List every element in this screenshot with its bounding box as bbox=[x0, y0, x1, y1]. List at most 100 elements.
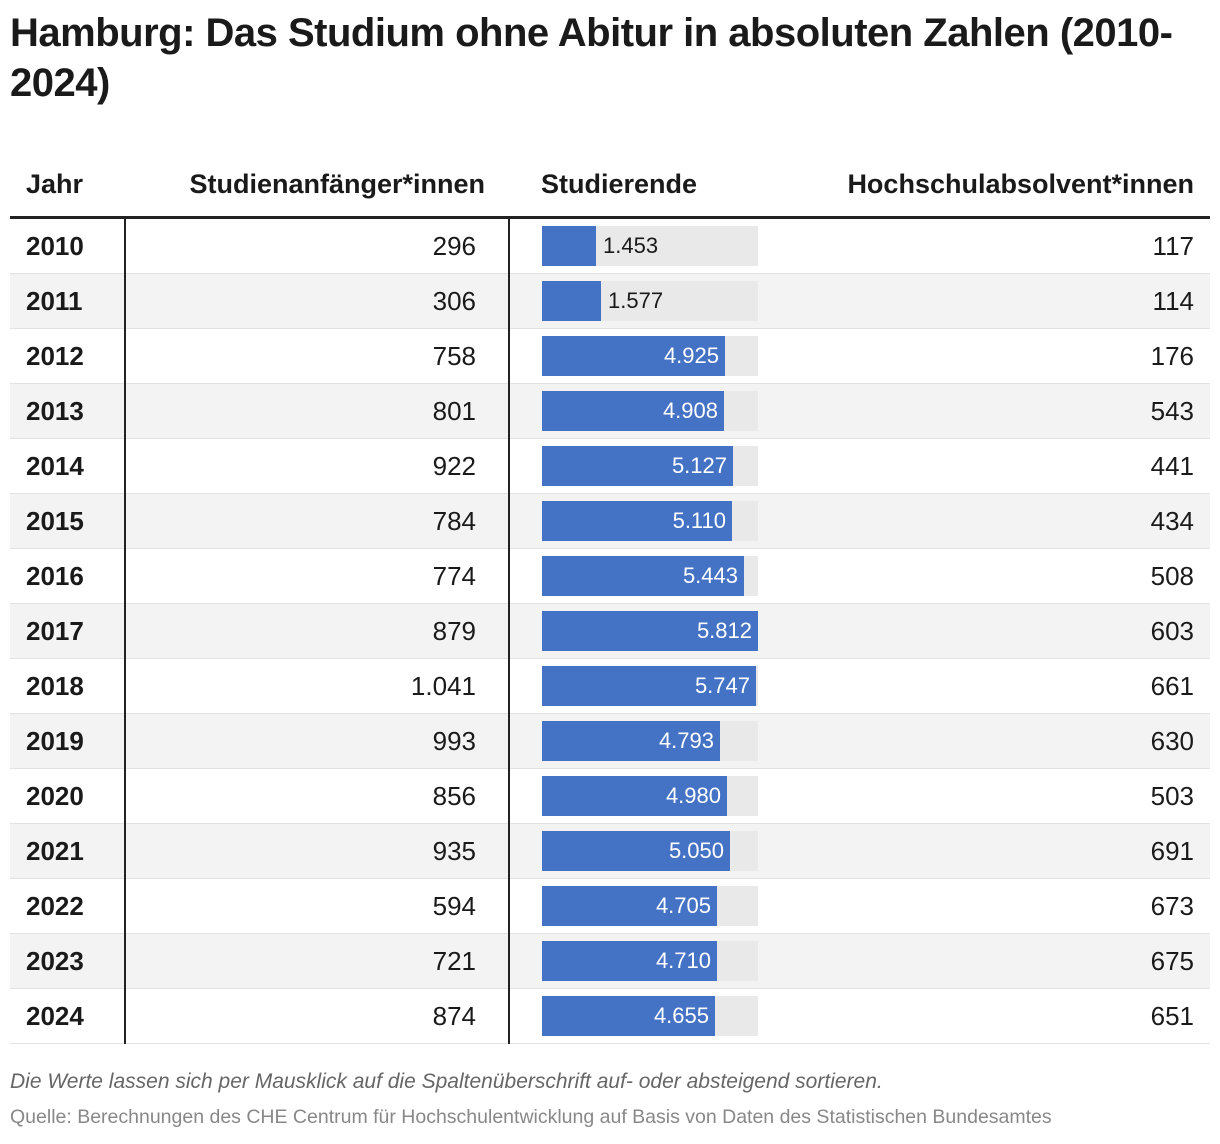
students-bar-label: 4.710 bbox=[655, 948, 711, 973]
students-bar bbox=[542, 611, 758, 651]
students-bar-track: 4.655 bbox=[542, 996, 758, 1036]
starters-cell: 758 bbox=[432, 341, 476, 371]
column-header-year[interactable]: Jahr bbox=[26, 169, 84, 199]
table-row: 2018 1.041 5.747 661 bbox=[10, 659, 1210, 714]
starters-cell: 935 bbox=[432, 836, 476, 866]
students-bar-label: 1.577 bbox=[608, 288, 664, 313]
students-bar bbox=[542, 556, 744, 596]
students-bar-label: 5.812 bbox=[696, 618, 752, 643]
students-bar-track: 4.710 bbox=[542, 941, 758, 981]
graduates-cell: 630 bbox=[1150, 726, 1194, 756]
students-bar bbox=[542, 446, 733, 486]
students-bar bbox=[542, 336, 725, 376]
students-bar-track: 5.127 bbox=[542, 446, 758, 486]
starters-cell: 594 bbox=[432, 891, 476, 921]
starters-cell: 721 bbox=[432, 946, 476, 976]
table-row: 2010 296 1.453 117 bbox=[10, 219, 1210, 274]
starters-cell: 874 bbox=[432, 1001, 476, 1031]
year-cell: 2014 bbox=[26, 451, 84, 481]
year-cell: 2011 bbox=[26, 286, 83, 316]
students-bar bbox=[542, 776, 727, 816]
column-divider-year bbox=[124, 219, 126, 1044]
students-bar-label: 5.747 bbox=[694, 673, 750, 698]
column-header-students[interactable]: Studierende bbox=[541, 169, 698, 199]
students-bar-label: 5.110 bbox=[672, 508, 726, 533]
students-bar-track: 5.443 bbox=[542, 556, 758, 596]
starters-cell: 1.041 bbox=[410, 671, 476, 701]
students-bar bbox=[542, 941, 717, 981]
graduates-cell: 691 bbox=[1150, 836, 1194, 866]
table-row: 2011 306 1.577 114 bbox=[10, 274, 1210, 329]
graduates-cell: 651 bbox=[1150, 1001, 1194, 1031]
graduates-cell: 543 bbox=[1150, 396, 1194, 426]
graduates-cell: 176 bbox=[1150, 341, 1194, 371]
year-cell: 2010 bbox=[26, 231, 84, 261]
table-row: 2012 758 4.925 176 bbox=[10, 329, 1210, 384]
students-bar bbox=[542, 501, 732, 541]
table-row: 2022 594 4.705 673 bbox=[10, 879, 1210, 934]
students-bar bbox=[542, 831, 730, 871]
students-bar-label: 5.443 bbox=[682, 563, 738, 588]
graduates-cell: 508 bbox=[1150, 561, 1194, 591]
students-bar-label: 5.050 bbox=[668, 838, 724, 863]
graduates-cell: 441 bbox=[1150, 451, 1194, 481]
starters-cell: 306 bbox=[432, 286, 476, 316]
graduates-cell: 603 bbox=[1150, 616, 1194, 646]
data-table: Jahr Studienanfänger*innen Studierende H… bbox=[10, 160, 1210, 1044]
starters-cell: 993 bbox=[432, 726, 476, 756]
source-note: Quelle: Berechnungen des CHE Centrum für… bbox=[10, 1106, 1052, 1128]
students-bar-label: 4.980 bbox=[665, 783, 721, 808]
starters-cell: 856 bbox=[432, 781, 476, 811]
column-header-starters[interactable]: Studienanfänger*innen bbox=[189, 169, 485, 199]
table-row: 2014 922 5.127 441 bbox=[10, 439, 1210, 494]
students-bar-label: 4.793 bbox=[658, 728, 714, 753]
students-bar bbox=[542, 996, 715, 1036]
table-body: 2010 296 1.453 117 2011 306 1.577 114 2012 758 4.9… bbox=[10, 219, 1210, 1044]
graduates-cell: 117 bbox=[1152, 231, 1194, 261]
students-bar-label: 4.908 bbox=[662, 398, 718, 423]
graduates-cell: 675 bbox=[1150, 946, 1194, 976]
year-cell: 2015 bbox=[26, 506, 84, 536]
table-row: 2020 856 4.980 503 bbox=[10, 769, 1210, 824]
students-bar-track: 4.908 bbox=[542, 391, 758, 431]
starters-cell: 801 bbox=[432, 396, 476, 426]
students-bar bbox=[542, 721, 720, 761]
starters-cell: 784 bbox=[432, 506, 476, 536]
students-bar-track: 5.812 bbox=[542, 611, 758, 651]
year-cell: 2022 bbox=[26, 891, 84, 921]
students-bar-track: 4.925 bbox=[542, 336, 758, 376]
students-bar bbox=[542, 226, 596, 266]
students-bar-track: 1.577 bbox=[542, 281, 758, 321]
year-cell: 2020 bbox=[26, 781, 84, 811]
sort-hint-note: Die Werte lassen sich per Mausklick auf … bbox=[10, 1070, 883, 1093]
graduates-cell: 434 bbox=[1150, 506, 1194, 536]
chart-title: Hamburg: Das Studium ohne Abitur in abso… bbox=[10, 11, 1173, 105]
students-bar-label: 1.453 bbox=[603, 233, 659, 258]
students-bar bbox=[542, 666, 756, 706]
table-row: 2021 935 5.050 691 bbox=[10, 824, 1210, 879]
table-header: Jahr Studienanfänger*innen Studierende H… bbox=[10, 160, 1210, 219]
column-header-graduates[interactable]: Hochschulabsolvent*innen bbox=[847, 169, 1194, 199]
students-bar-track: 5.110 bbox=[542, 501, 758, 541]
year-cell: 2024 bbox=[26, 1001, 84, 1031]
students-bar-label: 4.925 bbox=[663, 343, 719, 368]
year-cell: 2016 bbox=[26, 561, 84, 591]
year-cell: 2021 bbox=[26, 836, 84, 866]
graduates-cell: 114 bbox=[1152, 286, 1194, 316]
year-cell: 2019 bbox=[26, 726, 84, 756]
year-cell: 2023 bbox=[26, 946, 84, 976]
students-bar-track: 4.980 bbox=[542, 776, 758, 816]
starters-cell: 879 bbox=[432, 616, 476, 646]
table-row: 2023 721 4.710 675 bbox=[10, 934, 1210, 989]
column-divider-starters bbox=[508, 219, 510, 1044]
students-bar-track: 5.050 bbox=[542, 831, 758, 871]
students-bar bbox=[542, 391, 724, 431]
starters-cell: 296 bbox=[432, 231, 476, 261]
starters-cell: 774 bbox=[432, 561, 476, 591]
table-row: 2024 874 4.655 651 bbox=[10, 989, 1210, 1044]
table-row: 2017 879 5.812 603 bbox=[10, 604, 1210, 659]
table-row: 2019 993 4.793 630 bbox=[10, 714, 1210, 769]
students-bar-track: 4.793 bbox=[542, 721, 758, 761]
students-bar-track: 5.747 bbox=[542, 666, 758, 706]
graduates-cell: 661 bbox=[1150, 671, 1194, 701]
